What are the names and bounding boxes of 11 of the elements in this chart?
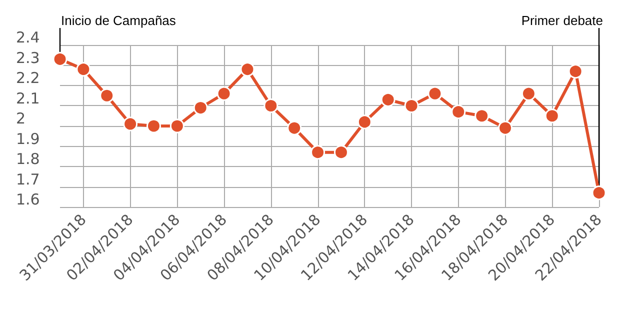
y-tick-label: 1.6 xyxy=(16,190,40,208)
text: Primer debate xyxy=(521,13,603,28)
y-tick-label: 2.1 xyxy=(16,89,40,108)
y-tick-label: 2.3 xyxy=(16,48,40,67)
text: Inicio de Campañas xyxy=(61,13,176,28)
y-tick-label: 2.4 xyxy=(16,28,40,46)
y-tick-label: 2 xyxy=(16,110,26,128)
y-tick-label: 1.8 xyxy=(16,150,40,168)
y-tick-label: 1.7 xyxy=(16,170,40,188)
y-tick-label: 2.2 xyxy=(16,69,40,87)
y-tick-label: 1.9 xyxy=(16,130,40,148)
